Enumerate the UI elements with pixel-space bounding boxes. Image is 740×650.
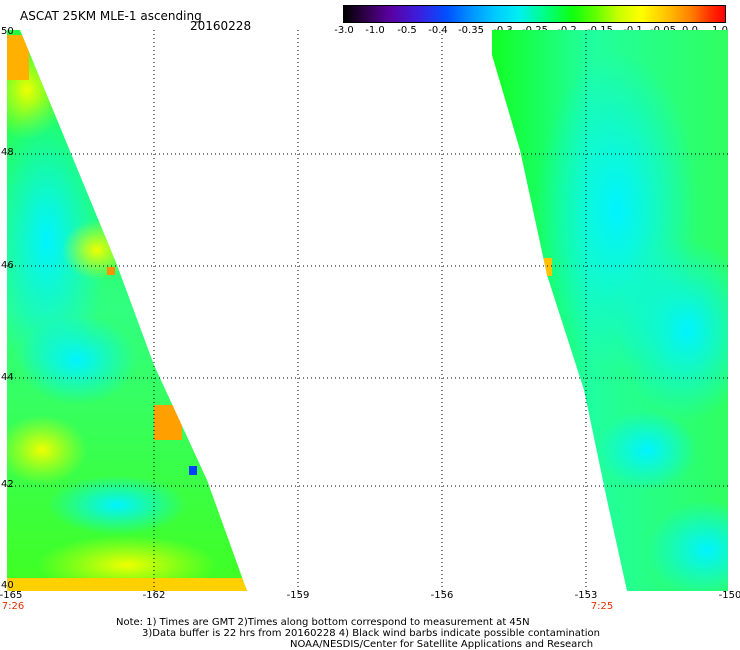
time-label: 7:26	[1, 601, 25, 612]
lat-label: 50	[1, 26, 14, 37]
lon-label: -150	[718, 590, 740, 601]
colorbar	[343, 5, 726, 23]
lat-label: 42	[1, 479, 14, 490]
lon-label: -153	[574, 590, 598, 601]
chart-title: ASCAT 25KM MLE-1 ascending	[20, 9, 202, 23]
colorbar-label: -0.35	[458, 25, 484, 36]
lat-label: 46	[1, 260, 14, 271]
time-label: 7:25	[590, 601, 614, 612]
map-plot	[7, 30, 728, 591]
lat-label: 48	[1, 147, 14, 158]
chart-date: 20160228	[190, 19, 252, 33]
colorbar-label: -0.4	[428, 25, 448, 36]
lon-label: -156	[430, 590, 454, 601]
colorbar-label: -0.5	[397, 25, 417, 36]
lat-lon-grid	[7, 30, 728, 591]
footnote-line: Note: 1) Times are GMT 2)Times along bot…	[116, 617, 530, 628]
east-swath	[492, 30, 728, 591]
footnote-credit: NOAA/NESDIS/Center for Satellite Applica…	[290, 639, 594, 650]
colorbar-label: -3.0	[334, 25, 354, 36]
west-swath	[7, 30, 247, 591]
colorbar-label: -1.0	[365, 25, 385, 36]
footnote-line: 3)Data buffer is 22 hrs from 20160228 4)…	[142, 628, 600, 639]
lat-label: 44	[1, 372, 14, 383]
lon-label: -162	[142, 590, 166, 601]
lon-label: -159	[286, 590, 310, 601]
lat-label: 40	[1, 580, 14, 591]
lon-label: -165	[0, 590, 23, 601]
